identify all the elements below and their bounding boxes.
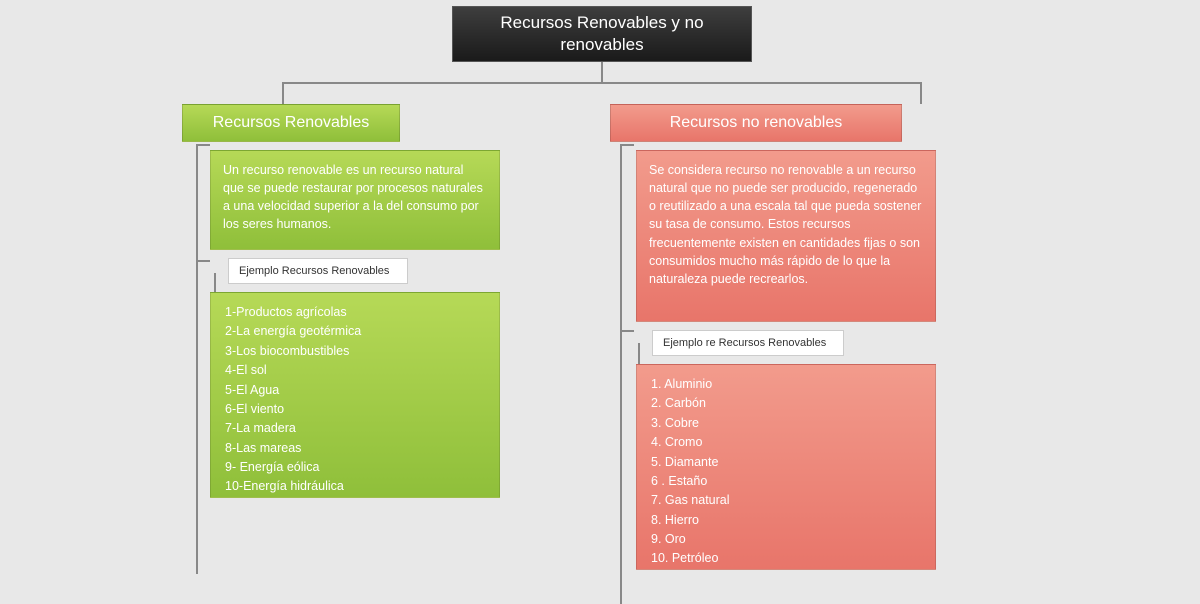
connector-line xyxy=(620,144,622,604)
example-label-renewable: Ejemplo Recursos Renovables xyxy=(228,258,408,284)
connector-line xyxy=(282,82,922,84)
connector-line xyxy=(920,82,922,104)
connector-line xyxy=(196,144,210,146)
branch-description-renewable: Un recurso renovable es un recurso natur… xyxy=(210,150,500,250)
connector-line xyxy=(601,62,603,82)
branch-description-nonrenewable: Se considera recurso no renovable a un r… xyxy=(636,150,936,322)
connector-line xyxy=(620,144,634,146)
example-list-nonrenewable: 1. Aluminio 2. Carbón 3. Cobre 4. Cromo … xyxy=(636,364,936,570)
branch-title-nonrenewable: Recursos no renovables xyxy=(610,104,902,142)
root-title: Recursos Renovables y no renovables xyxy=(473,12,731,56)
example-list-renewable: 1-Productos agrícolas 2-La energía geoté… xyxy=(210,292,500,498)
connector-line xyxy=(282,82,284,104)
root-node: Recursos Renovables y no renovables xyxy=(452,6,752,62)
connector-line xyxy=(196,260,210,262)
connector-line xyxy=(196,144,198,574)
example-label-nonrenewable: Ejemplo re Recursos Renovables xyxy=(652,330,844,356)
branch-title-renewable: Recursos Renovables xyxy=(182,104,400,142)
connector-line xyxy=(620,330,634,332)
